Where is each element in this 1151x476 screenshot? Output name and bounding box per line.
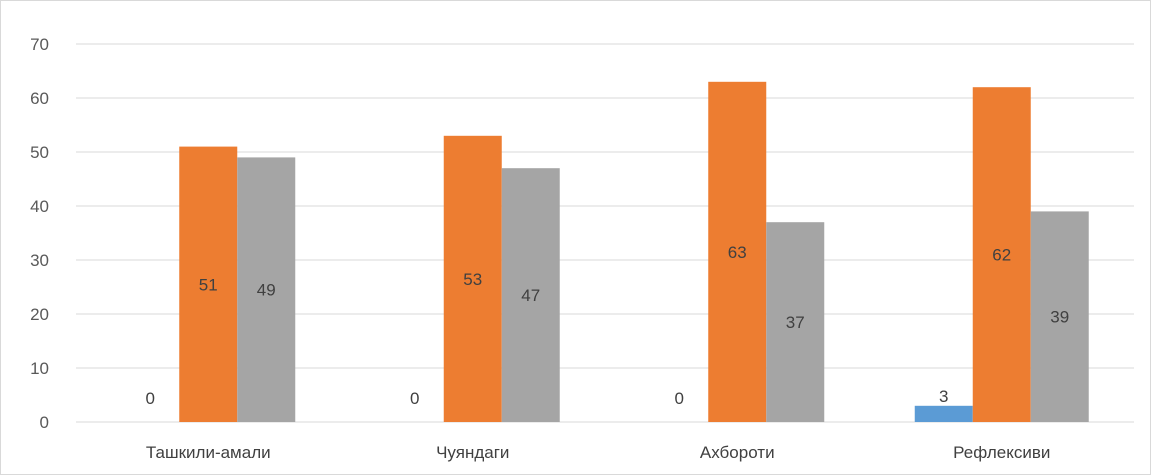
- y-tick-label: 60: [30, 89, 49, 108]
- bar: [179, 146, 238, 422]
- y-tick-label: 10: [30, 359, 49, 378]
- data-label: 37: [786, 313, 805, 332]
- y-tick-label: 50: [30, 143, 49, 162]
- x-tick-label: Рефлексиви: [953, 443, 1050, 462]
- x-tick-label: Ахбороти: [700, 443, 775, 462]
- data-label: 0: [146, 389, 155, 408]
- bar: [766, 222, 825, 422]
- data-label: 0: [410, 389, 419, 408]
- bar: [501, 168, 560, 422]
- bar: [1030, 211, 1089, 422]
- data-label: 51: [199, 275, 218, 294]
- y-tick-label: 0: [40, 413, 49, 432]
- x-tick-label: Чуяндаги: [436, 443, 509, 462]
- data-label: 49: [257, 281, 276, 300]
- data-label: 53: [463, 270, 482, 289]
- data-label: 63: [728, 243, 747, 262]
- bar: [914, 405, 973, 422]
- x-tick-label: Ташкили-амали: [146, 443, 271, 462]
- bar: [972, 87, 1031, 422]
- data-label: 62: [992, 246, 1011, 265]
- bar: [237, 157, 296, 422]
- data-label: 39: [1050, 308, 1069, 327]
- y-tick-label: 70: [30, 35, 49, 54]
- y-tick-label: 20: [30, 305, 49, 324]
- data-label: 3: [939, 387, 948, 406]
- bar: [708, 81, 767, 423]
- data-label: 47: [521, 286, 540, 305]
- y-tick-label: 40: [30, 197, 49, 216]
- y-tick-label: 30: [30, 251, 49, 270]
- data-label: 0: [675, 389, 684, 408]
- bar: [443, 135, 502, 423]
